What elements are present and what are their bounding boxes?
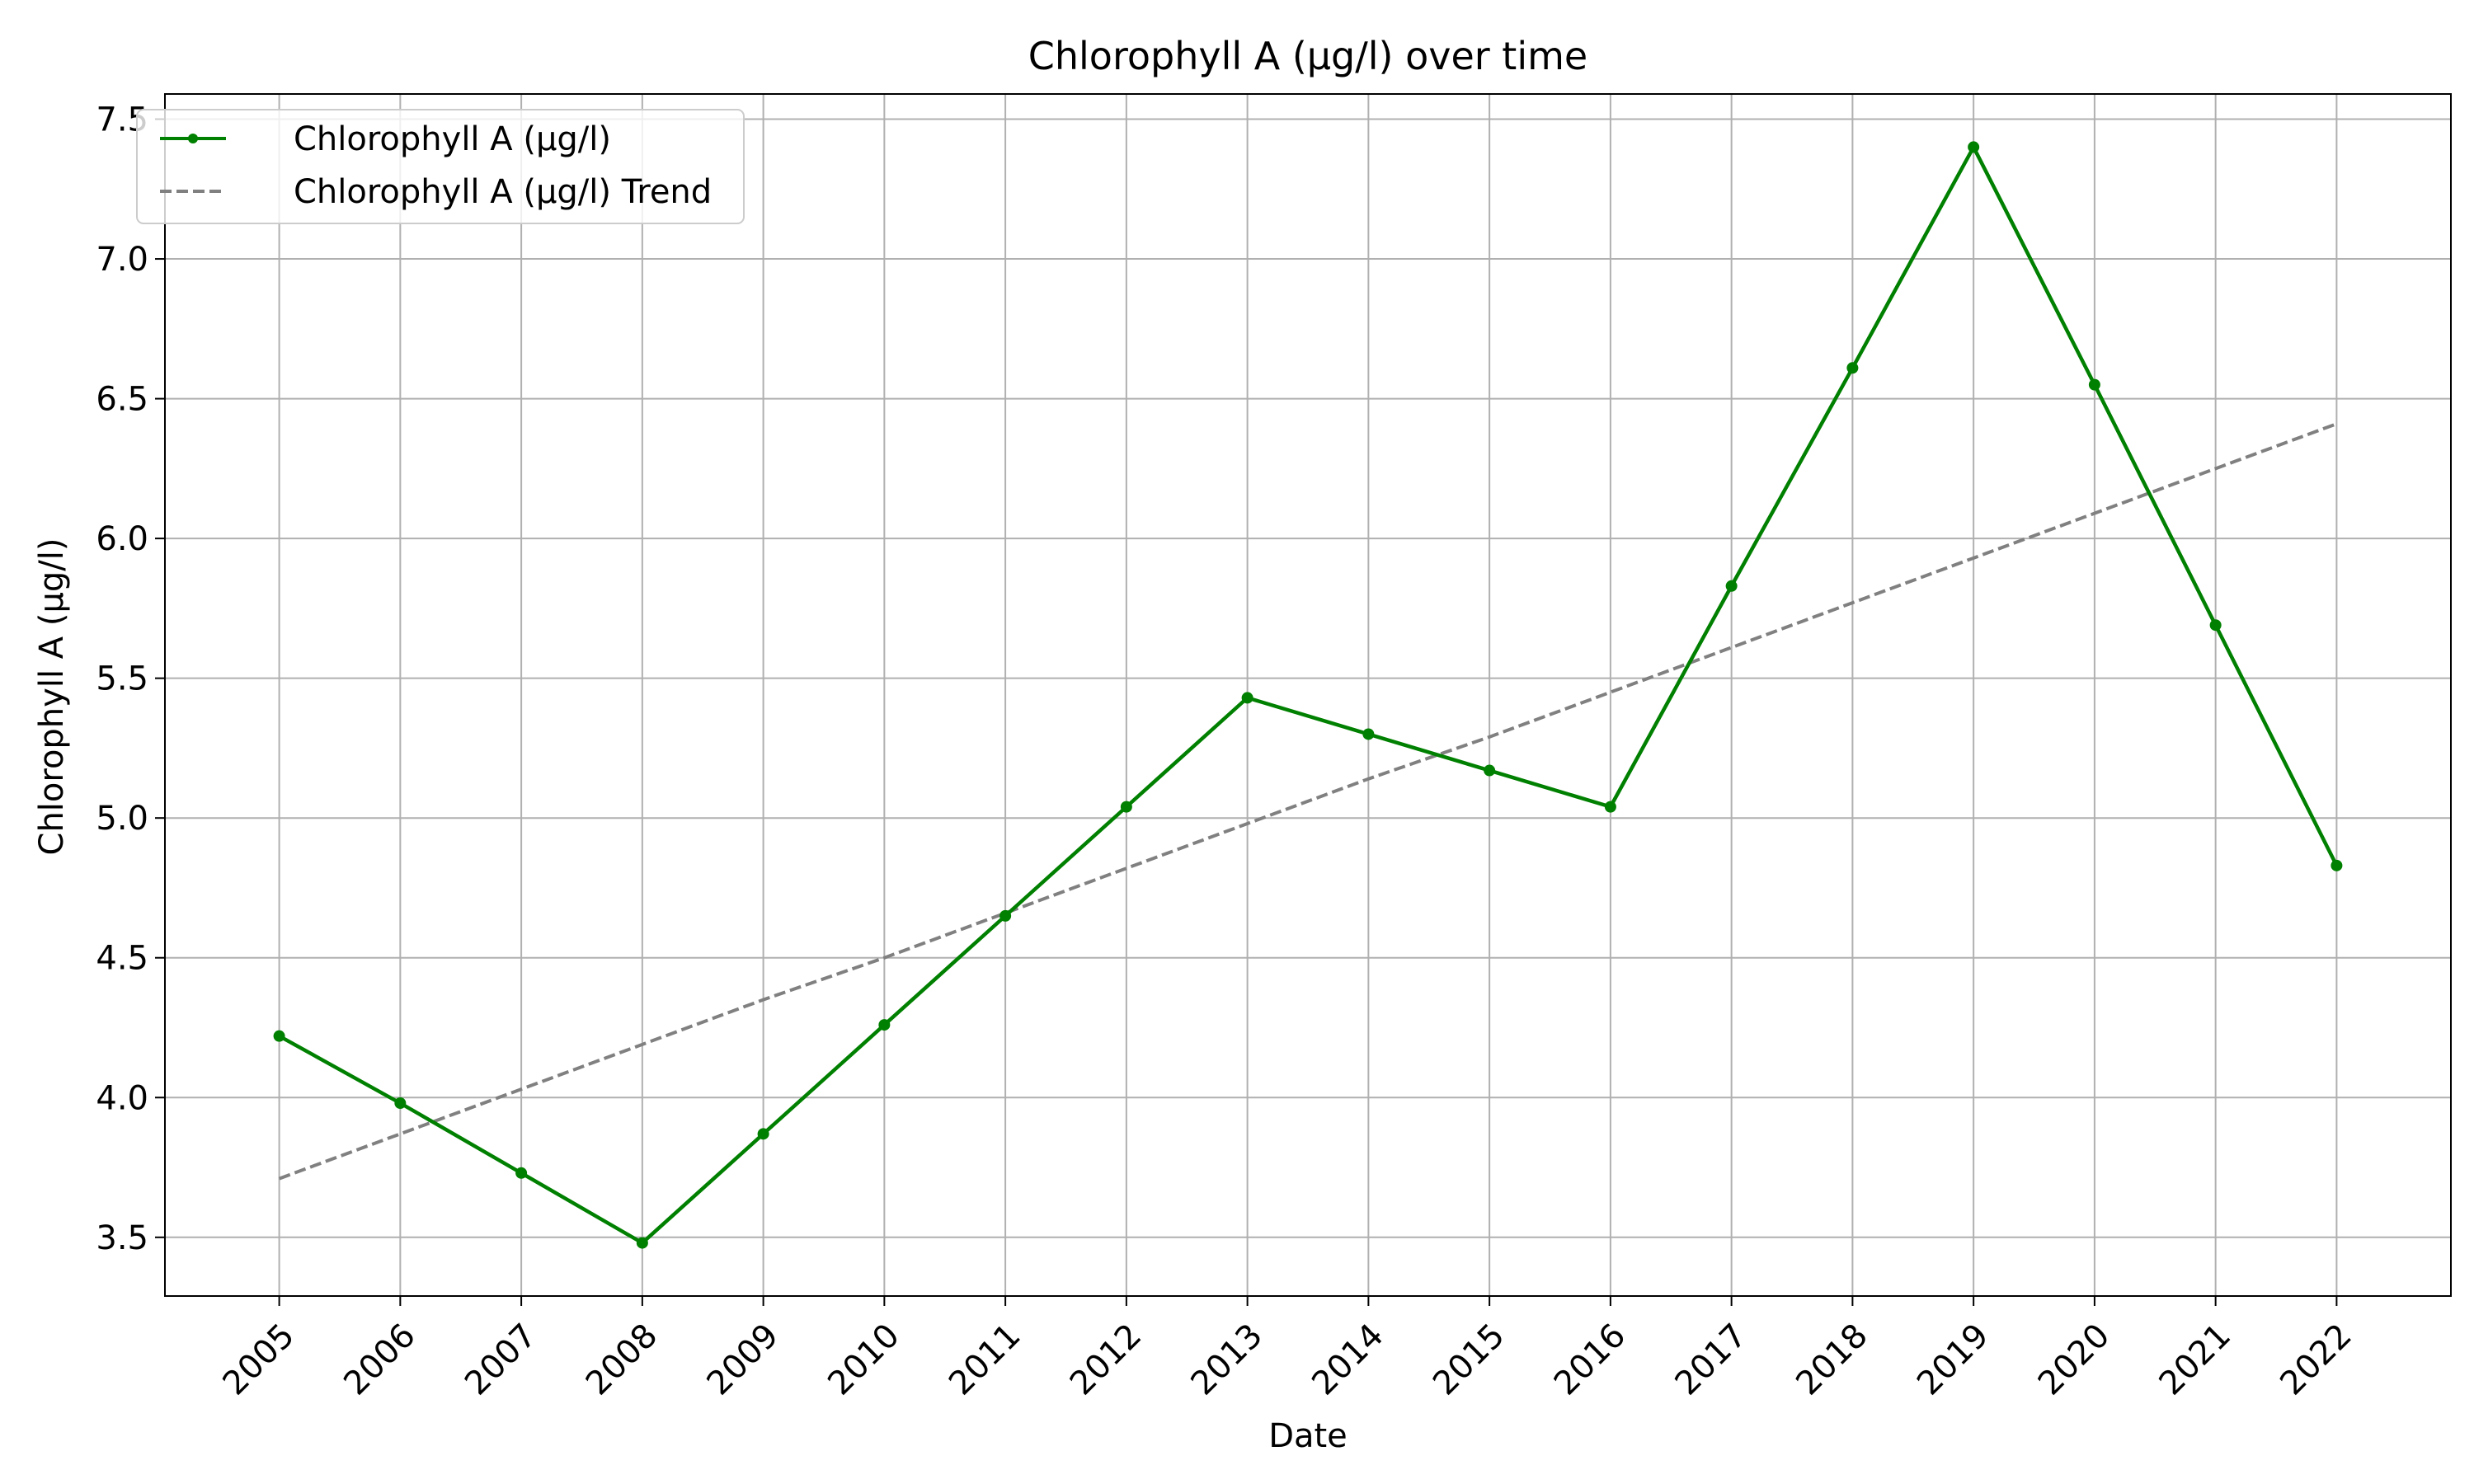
data-point xyxy=(1362,728,1375,740)
data-point xyxy=(394,1097,407,1110)
data-point xyxy=(1725,580,1738,592)
data-point xyxy=(636,1237,648,1249)
y-tick-label: 3.5 xyxy=(96,1219,148,1257)
data-point xyxy=(999,909,1012,922)
y-tick-label: 6.5 xyxy=(96,381,148,419)
series-layer xyxy=(273,141,2343,1249)
trend-line xyxy=(278,422,2338,1181)
legend-marker-series-1 xyxy=(188,134,198,143)
y-axis-ticks: 3.54.04.55.05.56.06.57.07.5 xyxy=(96,101,165,1257)
y-tick-label: 5.5 xyxy=(96,660,148,698)
y-tick-label: 4.0 xyxy=(96,1079,148,1117)
x-axis-title: Date xyxy=(1268,1417,1348,1455)
data-point xyxy=(1846,362,1859,374)
data-point xyxy=(757,1128,769,1140)
legend-box xyxy=(136,109,745,224)
y-axis-title: Chlorophyll A (µg/l) xyxy=(33,538,71,856)
data-point xyxy=(2088,378,2100,391)
data-point xyxy=(1484,764,1496,777)
data-point xyxy=(515,1167,528,1179)
legend: Chlorophyll A (µg/l) Chlorophyll A (µg/l… xyxy=(136,109,745,224)
data-point xyxy=(2331,859,2343,871)
data-point xyxy=(1120,801,1132,813)
data-point xyxy=(2209,619,2222,632)
data-point xyxy=(273,1030,285,1042)
data-point xyxy=(1604,801,1616,813)
y-tick-label: 4.5 xyxy=(96,940,148,978)
series-line xyxy=(278,145,2339,1245)
y-tick-label: 5.0 xyxy=(96,800,148,838)
chart-title: Chlorophyll A (µg/l) over time xyxy=(1028,34,1587,78)
legend-label-series-1: Chlorophyll A (µg/l) xyxy=(294,120,611,158)
data-point xyxy=(878,1019,891,1031)
y-tick-label: 7.0 xyxy=(96,241,148,279)
grid-lines xyxy=(165,94,2451,1296)
data-point xyxy=(1968,141,1980,153)
legend-label-series-2: Chlorophyll A (µg/l) Trend xyxy=(294,173,712,211)
y-tick-label: 6.0 xyxy=(96,520,148,558)
plot-frame xyxy=(164,93,2452,1297)
data-point xyxy=(1241,692,1253,704)
